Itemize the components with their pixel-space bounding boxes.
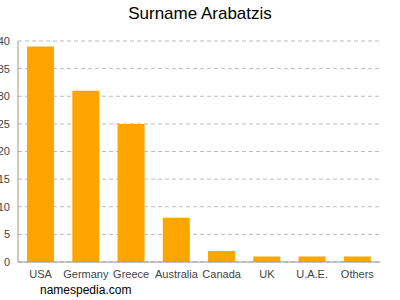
svg-text:Others: Others (341, 268, 375, 280)
svg-text:Australia: Australia (155, 268, 199, 280)
svg-text:35: 35 (8, 63, 10, 75)
html-text:Surname Arabatzis: Surname Arabatzis (128, 4, 272, 23)
html-text:namespedia.com: namespedia.com (40, 283, 132, 297)
svg-text:40: 40 (8, 35, 10, 47)
svg-text:Canada: Canada (202, 268, 241, 280)
svg-text:U.A.E.: U.A.E. (296, 268, 328, 280)
svg-text:Greece: Greece (113, 268, 149, 280)
svg-text:25: 25 (8, 118, 10, 130)
svg-text:30: 30 (8, 90, 10, 102)
svg-text:15: 15 (8, 173, 10, 185)
svg-text:0: 0 (8, 256, 10, 268)
svg-text:5: 5 (8, 228, 10, 240)
svg-text:USA: USA (29, 268, 52, 280)
svg-text:UK: UK (259, 268, 275, 280)
svg-text:20: 20 (8, 145, 10, 157)
svg-text:Germany: Germany (63, 268, 109, 280)
svg-text:10: 10 (8, 201, 10, 213)
